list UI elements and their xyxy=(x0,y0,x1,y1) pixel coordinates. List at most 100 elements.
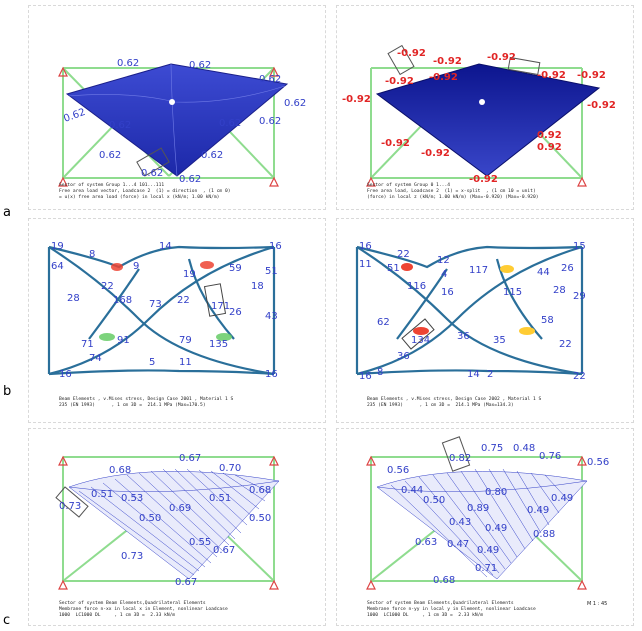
value-label: 14 xyxy=(467,369,480,380)
value-label: 0.73 xyxy=(59,501,81,512)
value-label: -0.92 xyxy=(381,138,410,149)
value-label: 0.82 xyxy=(449,453,471,464)
membrane-force-diagram: 0.67 0.68 0.70 0.51 0.53 0.73 0.51 0.68 … xyxy=(55,453,280,590)
value-label: 26 xyxy=(561,263,574,274)
value-label: 22 xyxy=(573,371,586,382)
caption: Beam Elements , v.Mises stress, Design C… xyxy=(59,397,234,408)
value-label: 0.62 xyxy=(117,58,139,69)
value-label: -0.92 xyxy=(385,76,414,87)
value-label: 62 xyxy=(377,317,390,328)
value-label: 2 xyxy=(487,369,493,380)
caption: Sector of system Group 1...4 101...111 F… xyxy=(59,183,231,200)
value-label: 71 xyxy=(81,339,94,350)
value-label: 15 xyxy=(573,241,586,252)
value-label: 43 xyxy=(265,311,278,322)
panel-c-right: 0.82 0.75 0.48 0.56 0.76 0.56 0.44 0.50 … xyxy=(336,428,634,626)
value-label: 0.68 xyxy=(109,465,131,476)
value-label: 11 xyxy=(359,259,372,270)
row-label-c: c xyxy=(3,613,11,628)
value-label: 0.68 xyxy=(433,575,455,586)
value-label: 115 xyxy=(503,287,522,298)
value-label: 19 xyxy=(183,269,196,280)
value-label: 0.62 xyxy=(109,120,131,131)
value-label: -0.92 xyxy=(421,148,450,159)
value-label: 36 xyxy=(457,331,470,342)
value-label: 16 xyxy=(359,241,372,252)
value-label: 0.73 xyxy=(121,551,143,562)
value-label: 0.55 xyxy=(189,537,211,548)
caption: Sector of system Beam Elements,Quadrilat… xyxy=(59,601,228,618)
membrane-mesh xyxy=(68,468,280,580)
value-label: 0.49 xyxy=(485,523,507,534)
value-label: 0.51 xyxy=(91,489,113,500)
value-label: 0.62 xyxy=(189,60,211,71)
value-label: -0.92 xyxy=(487,52,516,63)
caption: Beam Elements , v.Mises stress, Design C… xyxy=(367,397,542,408)
value-label: 0.62 xyxy=(201,150,223,161)
shell-surface xyxy=(65,63,289,177)
value-label: 0.50 xyxy=(249,513,271,524)
value-label: 73 xyxy=(149,299,162,310)
value-label: 16 xyxy=(269,241,282,252)
beam-stress-diagram: 16 15 11 22 12 26 51 116 4 117 44 28 29 … xyxy=(355,241,586,382)
value-label: 0.49 xyxy=(551,493,573,504)
value-label: 0.89 xyxy=(467,503,489,514)
value-label: -0.92 xyxy=(397,48,426,59)
value-label: 28 xyxy=(553,285,566,296)
value-label: 58 xyxy=(541,315,554,326)
value-label: 35 xyxy=(493,335,506,346)
value-label: 59 xyxy=(229,263,242,274)
shell-load-diagram: 0.62 0.62 0.62 0.62 0.62 0.62 0.62 0.62 … xyxy=(58,58,306,187)
value-label: -0.92 xyxy=(433,56,462,67)
value-label: 51 xyxy=(387,263,400,274)
value-label: 16 xyxy=(359,371,372,382)
value-label: 0.49 xyxy=(477,545,499,556)
value-label: 64 xyxy=(51,261,64,272)
value-label: 0.62 xyxy=(141,168,163,179)
support-icons xyxy=(58,66,279,187)
value-label: -0.92 xyxy=(577,70,606,81)
row-label-a: a xyxy=(3,205,11,220)
value-label: 0.50 xyxy=(139,513,161,524)
caption: Sector of system Group 0 1...4 Free area… xyxy=(367,183,539,200)
value-label: 0.92 xyxy=(537,130,562,141)
shell-load-diagram: -0.92 -0.92 -0.92 -0.92 -0.92 -0.92 -0.9… xyxy=(342,44,616,187)
value-label: 0.75 xyxy=(481,443,503,454)
value-label: 0.62 xyxy=(99,150,121,161)
value-label: 0.62 xyxy=(259,116,281,127)
value-label: 0.67 xyxy=(175,577,197,588)
value-label: 0.67 xyxy=(213,545,235,556)
scale-label: M 1 : 45 xyxy=(587,601,607,607)
value-label: 36 xyxy=(397,351,410,362)
value-label: 16 xyxy=(59,369,72,380)
value-label: 0.62 xyxy=(219,118,241,129)
value-label: 0.62 xyxy=(62,107,87,125)
value-label: 116 xyxy=(407,281,426,292)
value-label: 0.88 xyxy=(533,529,555,540)
value-label: 0.70 xyxy=(219,463,241,474)
value-label: 117 xyxy=(469,265,488,276)
panel-b-left: 19 8 14 16 64 9 59 51 28 22 168 73 19 17… xyxy=(28,218,326,423)
value-label: 0.62 xyxy=(179,174,201,185)
value-label: 0.50 xyxy=(423,495,445,506)
value-label: 74 xyxy=(89,353,102,364)
value-label: 16 xyxy=(441,287,454,298)
value-label: 8 xyxy=(89,249,95,260)
value-label: 0.44 xyxy=(401,485,423,496)
panel-b-right: 16 15 11 22 12 26 51 116 4 117 44 28 29 … xyxy=(336,218,634,423)
value-label: 9 xyxy=(133,261,139,272)
value-label: 0.53 xyxy=(121,493,143,504)
value-label: 91 xyxy=(117,335,130,346)
value-label: 8 xyxy=(377,367,383,378)
value-label: 0.43 xyxy=(449,517,471,528)
value-label: -0.92 xyxy=(469,174,498,185)
value-label: 134 xyxy=(411,335,430,346)
value-label: -0.92 xyxy=(429,72,458,83)
value-label: 0.56 xyxy=(387,465,409,476)
value-label: 0.71 xyxy=(475,563,497,574)
value-label: 0.62 xyxy=(259,74,281,85)
value-label: 16 xyxy=(265,369,278,380)
value-label: 44 xyxy=(537,267,550,278)
value-label: 168 xyxy=(113,295,132,306)
value-label: 51 xyxy=(265,266,278,277)
